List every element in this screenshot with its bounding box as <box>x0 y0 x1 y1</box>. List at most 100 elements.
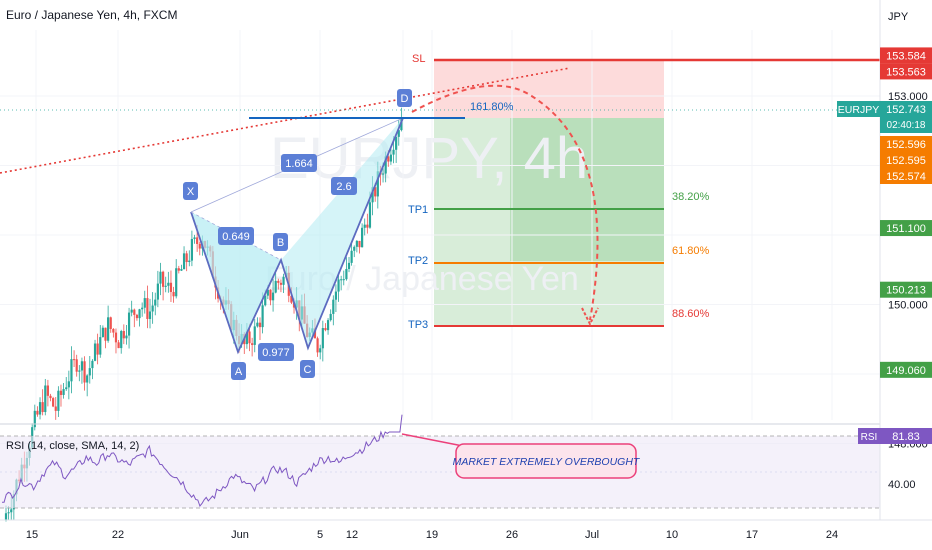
chart-title: Euro / Japanese Yen, 4h, FXCM <box>6 8 177 22</box>
pattern-xab <box>191 212 281 352</box>
candle-body <box>4 513 8 520</box>
candle-body <box>196 237 199 244</box>
svg-text:1.664: 1.664 <box>285 158 313 170</box>
time-label: 10 <box>666 529 678 541</box>
candle-body <box>329 313 332 321</box>
price-tag <box>880 361 932 378</box>
candle-body <box>146 298 149 319</box>
ratio-abc: 0.977 <box>258 343 294 361</box>
price-tag <box>880 220 932 237</box>
candle-body <box>334 291 338 300</box>
candle-body <box>125 335 128 339</box>
svg-text:X: X <box>187 186 195 198</box>
candle-body <box>245 331 248 345</box>
sl-label: SL <box>412 53 425 65</box>
symbol-price-tag: EURJPY 152.743 02:40:18 <box>837 101 932 133</box>
candle-body <box>135 314 139 319</box>
candle-body <box>340 279 343 281</box>
candle-body <box>384 156 387 174</box>
tp2-label: TP2 <box>408 255 428 267</box>
trend-line <box>0 67 571 174</box>
overbought-annotation: MARKET EXTREMELY OVERBOUGHT <box>453 443 641 479</box>
candle-body <box>371 187 374 203</box>
candle-body <box>138 309 141 319</box>
price-tag-text: 153.563 <box>886 66 926 78</box>
candle-body <box>80 361 84 371</box>
candle-body <box>368 202 372 228</box>
candle-body <box>36 410 39 415</box>
candle-body <box>88 368 91 376</box>
ratio-xad: 1.664 <box>281 154 317 172</box>
price-tag <box>880 47 932 64</box>
tp3-pct: 88.60% <box>672 308 710 320</box>
svg-text:152.743: 152.743 <box>886 104 926 116</box>
candle-body <box>91 360 94 369</box>
point-x: X <box>183 182 198 200</box>
price-tick: 153.000 <box>888 91 928 103</box>
svg-text:RSI: RSI <box>861 432 878 443</box>
candle-body <box>374 187 377 197</box>
price-tag-text: 152.574 <box>886 171 926 183</box>
candle-body <box>366 224 369 228</box>
pattern-bcd <box>281 118 403 348</box>
rsi-label: RSI (14, close, SMA, 14, 2) <box>6 440 139 452</box>
candle-body <box>38 402 42 415</box>
candle-body <box>154 299 157 306</box>
candle-body <box>392 149 395 155</box>
candle-body <box>193 237 196 239</box>
candle-body <box>54 406 57 411</box>
extension-label: 161.80% <box>470 101 514 113</box>
price-tag-text: 151.100 <box>886 223 926 235</box>
candle-body <box>70 359 73 382</box>
time-label: 17 <box>746 529 758 541</box>
candle-body <box>342 279 345 281</box>
candle-body <box>156 283 159 300</box>
candle-body <box>52 398 55 407</box>
candle-body <box>190 238 194 261</box>
candle-body <box>104 327 107 341</box>
candle-body <box>164 285 167 287</box>
candle-body <box>109 317 112 329</box>
candle-body <box>107 317 110 341</box>
price-tag-text: 152.596 <box>886 139 926 151</box>
candle-body <box>169 282 173 292</box>
candle-body <box>376 171 379 197</box>
candle-body <box>389 154 393 162</box>
candle-body <box>248 331 251 344</box>
time-label: 19 <box>426 529 438 541</box>
price-tag-text: 150.213 <box>886 285 926 297</box>
projection-arc <box>411 84 599 321</box>
candle-body <box>253 326 256 345</box>
time-label: 15 <box>26 529 38 541</box>
candle-body <box>355 240 358 247</box>
candle-body <box>120 331 123 349</box>
candle-body <box>46 385 49 396</box>
price-tag-text: 152.595 <box>886 155 926 167</box>
reward-zone-inner <box>510 118 664 261</box>
rsi-value-tag: RSI 81.83 <box>858 428 932 444</box>
annotation-pointer <box>401 433 469 448</box>
projection-arrowhead <box>581 307 599 327</box>
price-tick: 150.000 <box>888 300 928 312</box>
candle-body <box>182 253 186 270</box>
price-tag-text: 153.584 <box>886 50 926 62</box>
candle-body <box>151 305 154 312</box>
svg-text:EURJPY: EURJPY <box>838 104 879 116</box>
candle-body <box>345 268 348 280</box>
pattern-path <box>190 117 404 355</box>
time-label: Jun <box>231 529 249 541</box>
candle-body <box>133 309 136 315</box>
candle-body <box>117 342 120 349</box>
tp1-pct: 38.20% <box>672 191 710 203</box>
candle-body <box>395 136 398 150</box>
tp2-pct: 61.80% <box>672 245 710 257</box>
candle-body <box>256 322 259 327</box>
point-c: C <box>300 360 315 378</box>
ratio-bcd: 2.6 <box>331 177 357 195</box>
svg-text:02:40:18: 02:40:18 <box>887 120 926 131</box>
candle-body <box>261 305 264 328</box>
candle-body <box>141 307 144 310</box>
candle-body <box>10 509 13 513</box>
candle-body <box>332 299 335 314</box>
